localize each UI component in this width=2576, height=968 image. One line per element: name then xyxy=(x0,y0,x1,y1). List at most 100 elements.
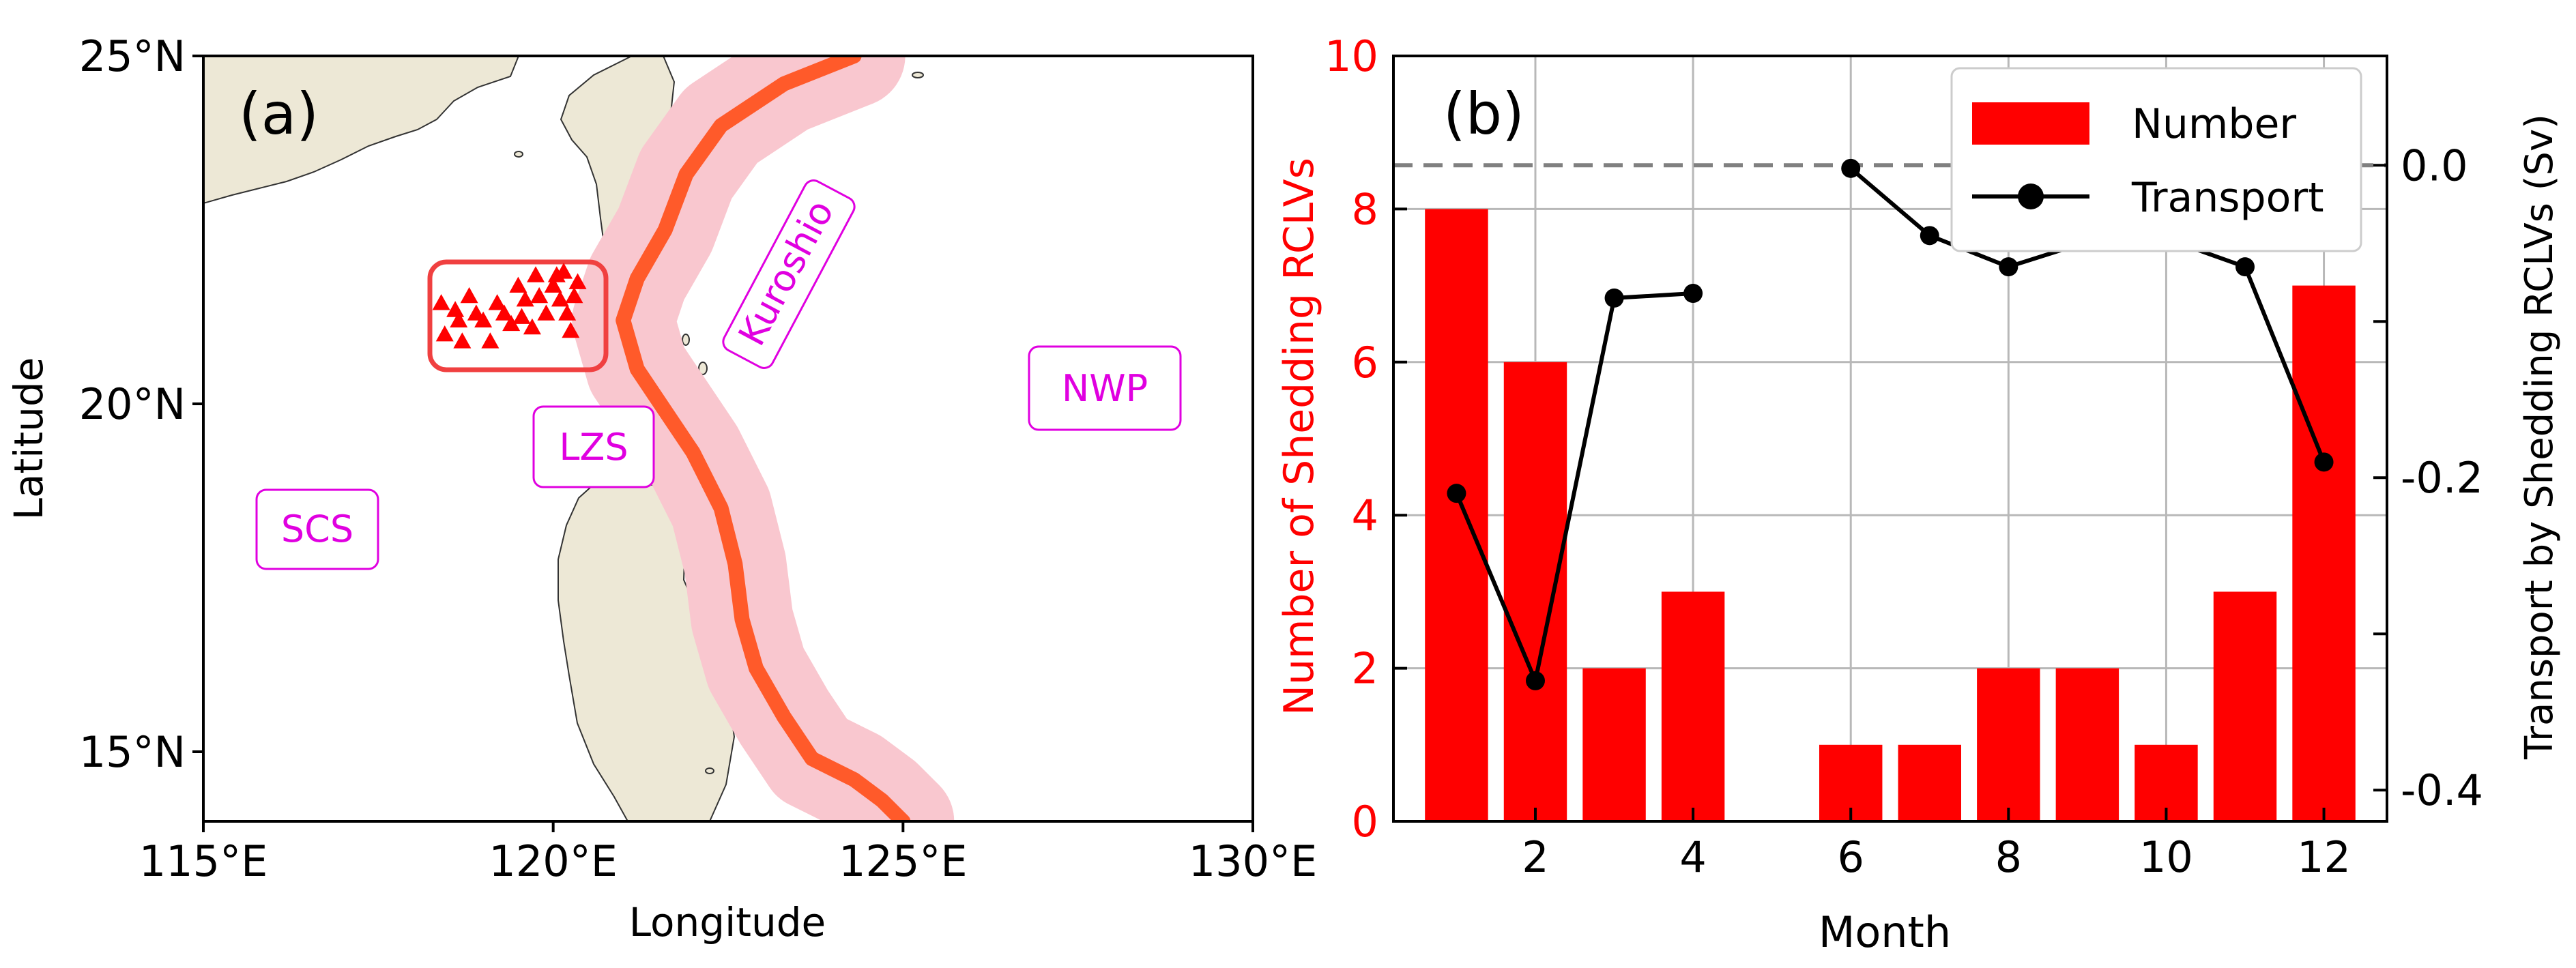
transport-point xyxy=(1683,284,1703,304)
chart-x-tick-label: 4 xyxy=(1679,832,1706,882)
chart-right-y-tick-label: 0.0 xyxy=(2401,141,2468,190)
chart-left-y-tick-label: 2 xyxy=(1352,644,1378,694)
transport-point xyxy=(2314,452,2334,472)
transport-point xyxy=(1526,671,1545,690)
chart-panel: 2 4 6 8 10 12 0 2 4 6 8 10 -0.4 -0.2 0.0 (b) Number … xyxy=(1275,31,2562,957)
map-x-tick-label: 130°E xyxy=(1189,836,1318,886)
legend-number-swatch xyxy=(1972,102,2089,145)
chart-legend: Number Transport xyxy=(1950,67,2362,252)
chart-right-y-ticks: -0.4 -0.2 0.0 xyxy=(2373,141,2483,815)
lzs-label: LZS xyxy=(532,405,655,488)
shedding-site-marker xyxy=(551,291,569,307)
legend-number-label: Number xyxy=(2132,100,2296,148)
china-land xyxy=(203,56,520,205)
chart-left-y-ticks: 0 2 4 6 8 10 xyxy=(1325,31,1407,847)
chart-left-y-tick-label: 6 xyxy=(1352,338,1378,387)
number-bar xyxy=(1898,744,1961,821)
kuroshio-layer xyxy=(572,56,955,821)
number-bar xyxy=(2213,591,2277,821)
map-x-axis-label: Longitude xyxy=(629,899,826,945)
map-y-tick-label: 15°N xyxy=(79,727,186,777)
shedding-site-marker xyxy=(481,332,500,349)
shedding-site-marker xyxy=(555,263,573,279)
chart-x-tick-label: 10 xyxy=(2139,832,2193,882)
chart-left-y-tick-label: 8 xyxy=(1352,184,1378,234)
shedding-site-marker xyxy=(523,318,541,335)
chart-x-tick-label: 8 xyxy=(1995,832,2022,882)
number-bar xyxy=(1661,591,1725,821)
scs-label: SCS xyxy=(255,488,379,570)
chart-x-tick-label: 2 xyxy=(1522,832,1548,882)
map-frame xyxy=(202,55,1254,823)
shedding-site-marker xyxy=(527,266,545,282)
shedding-site-marker xyxy=(530,287,549,304)
shedding-site-marker xyxy=(502,314,521,332)
number-bar xyxy=(2292,285,2356,822)
map-x-tick-label: 120°E xyxy=(489,836,618,886)
shedding-site-marker xyxy=(565,287,583,304)
map-y-axis-label: Latitude xyxy=(5,357,52,520)
chart-right-y-axis-label: Transport by Shedding RCLVs (Sv) xyxy=(2517,114,2562,760)
legend-transport-marker xyxy=(2018,184,2044,209)
shedding-site-marker xyxy=(537,304,555,321)
shedding-region-box xyxy=(427,259,609,372)
shedding-site-marker xyxy=(516,291,534,307)
shedding-site-marker xyxy=(568,273,587,289)
panel-a-label: (a) xyxy=(239,80,319,147)
chart-left-y-tick-label: 10 xyxy=(1325,31,1378,81)
chart-frame xyxy=(1392,55,2388,823)
svg-text:NWP: NWP xyxy=(1062,367,1148,410)
chart-right-y-tick-label: -0.2 xyxy=(2401,453,2483,503)
shedding-site-marker xyxy=(558,304,577,321)
shedding-site-marker xyxy=(488,294,506,310)
transport-point xyxy=(2235,257,2255,277)
shedding-site-marker xyxy=(544,276,562,293)
number-bar xyxy=(1425,209,1488,821)
chart-x-tick-label: 6 xyxy=(1837,832,1864,882)
map-panel: Kuroshio LZS SCS NWP (a) 115°E 120°E 125°E… xyxy=(5,31,1317,945)
chart-right-y-tick-label: -0.4 xyxy=(2401,765,2483,815)
chart-x-ticks: 2 4 6 8 10 12 xyxy=(1522,808,2351,882)
shedding-site-marker xyxy=(446,301,465,317)
number-bar xyxy=(1977,668,2040,821)
transport-point xyxy=(1999,257,2018,277)
map-y-ticks: 15°N 20°N 25°N xyxy=(79,31,203,777)
chart-x-axis-label: Month xyxy=(1819,907,1951,957)
shedding-site-marker xyxy=(460,287,478,304)
map-x-tick-label: 125°E xyxy=(839,836,968,886)
shedding-site-marker xyxy=(562,321,580,338)
transport-line xyxy=(1454,291,1694,688)
shedding-site-marker xyxy=(509,276,527,293)
chart-x-tick-label: 12 xyxy=(2297,832,2351,882)
number-bar xyxy=(1582,668,1646,821)
shedding-site-marker xyxy=(495,304,513,321)
chart-left-y-tick-label: 4 xyxy=(1352,490,1378,540)
legend-transport-label: Transport xyxy=(2131,174,2324,222)
legend-box xyxy=(1950,67,2362,252)
shedding-site-marker xyxy=(453,332,472,349)
chart-bars xyxy=(1425,209,2356,822)
chart-left-y-tick-label: 0 xyxy=(1352,797,1378,847)
map-y-tick-label: 25°N xyxy=(79,31,186,81)
shedding-site-marker xyxy=(435,325,454,342)
map-x-ticks: 115°E 120°E 125°E 130°E xyxy=(139,821,1318,886)
shedding-site-marker xyxy=(450,311,468,327)
transport-point xyxy=(1447,484,1466,503)
kuroshio-path xyxy=(616,56,911,821)
shedding-site-marker xyxy=(512,308,531,324)
svg-text:LZS: LZS xyxy=(559,426,628,469)
nwp-label: NWP xyxy=(1028,345,1182,431)
panel-b-label: (b) xyxy=(1443,80,1524,147)
transport-point xyxy=(1604,288,1624,308)
transport-point xyxy=(1920,226,1939,246)
number-bar xyxy=(1503,362,1567,821)
number-bar xyxy=(2055,668,2119,821)
svg-text:SCS: SCS xyxy=(281,508,353,551)
transport-point xyxy=(1841,158,1861,178)
shedding-site-marker xyxy=(474,311,493,327)
map-y-tick-label: 20°N xyxy=(79,379,186,429)
chart-left-y-axis-label: Number of Shedding RCLVs xyxy=(1275,158,1323,716)
shedding-sites xyxy=(432,263,587,349)
map-x-tick-label: 115°E xyxy=(139,836,268,886)
